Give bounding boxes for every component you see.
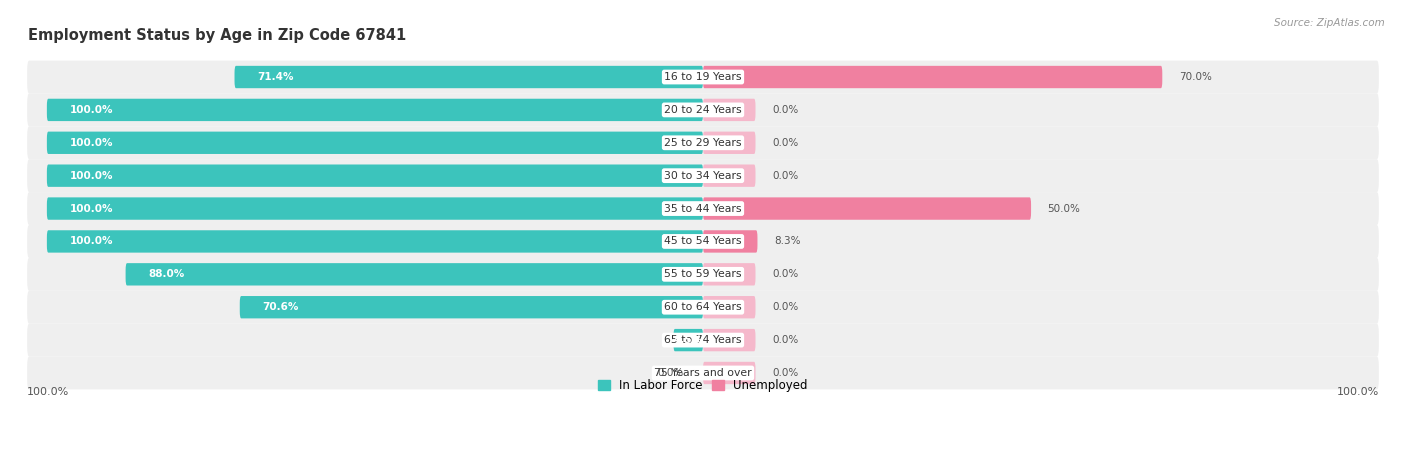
Text: 0.0%: 0.0% [772,368,799,378]
Text: 0.0%: 0.0% [772,270,799,279]
Text: 100.0%: 100.0% [70,203,114,214]
FancyBboxPatch shape [27,291,1379,324]
Legend: In Labor Force, Unemployed: In Labor Force, Unemployed [593,374,813,397]
FancyBboxPatch shape [240,296,703,319]
FancyBboxPatch shape [703,131,755,154]
FancyBboxPatch shape [125,263,703,285]
FancyBboxPatch shape [27,192,1379,225]
FancyBboxPatch shape [703,296,755,319]
FancyBboxPatch shape [27,159,1379,192]
Text: 60 to 64 Years: 60 to 64 Years [664,302,742,312]
FancyBboxPatch shape [703,165,755,187]
FancyBboxPatch shape [27,324,1379,356]
Text: 70.0%: 70.0% [1178,72,1212,82]
Text: 20 to 24 Years: 20 to 24 Years [664,105,742,115]
FancyBboxPatch shape [46,99,703,121]
Text: 4.5%: 4.5% [673,335,703,345]
FancyBboxPatch shape [27,94,1379,126]
FancyBboxPatch shape [46,131,703,154]
Text: 8.3%: 8.3% [773,236,800,247]
FancyBboxPatch shape [235,66,703,88]
Text: 0.0%: 0.0% [772,171,799,180]
Text: Source: ZipAtlas.com: Source: ZipAtlas.com [1274,18,1385,28]
Text: 0.0%: 0.0% [772,105,799,115]
FancyBboxPatch shape [27,61,1379,94]
FancyBboxPatch shape [46,230,703,252]
Text: 71.4%: 71.4% [257,72,294,82]
Text: 88.0%: 88.0% [149,270,184,279]
FancyBboxPatch shape [46,165,703,187]
Text: 30 to 34 Years: 30 to 34 Years [664,171,742,180]
FancyBboxPatch shape [27,126,1379,159]
FancyBboxPatch shape [703,362,755,384]
Text: 35 to 44 Years: 35 to 44 Years [664,203,742,214]
Text: 100.0%: 100.0% [27,387,69,396]
Text: 45 to 54 Years: 45 to 54 Years [664,236,742,247]
Text: 16 to 19 Years: 16 to 19 Years [664,72,742,82]
Text: 100.0%: 100.0% [70,236,114,247]
Text: 0.0%: 0.0% [772,302,799,312]
Text: 50.0%: 50.0% [1047,203,1080,214]
FancyBboxPatch shape [27,258,1379,291]
FancyBboxPatch shape [703,198,1031,220]
Text: 100.0%: 100.0% [70,171,114,180]
Text: 25 to 29 Years: 25 to 29 Years [664,138,742,148]
Text: Employment Status by Age in Zip Code 67841: Employment Status by Age in Zip Code 678… [28,28,406,43]
FancyBboxPatch shape [703,66,1163,88]
FancyBboxPatch shape [703,230,758,252]
FancyBboxPatch shape [673,329,703,351]
Text: 65 to 74 Years: 65 to 74 Years [664,335,742,345]
FancyBboxPatch shape [27,356,1379,389]
FancyBboxPatch shape [703,263,755,285]
Text: 100.0%: 100.0% [1337,387,1379,396]
FancyBboxPatch shape [27,225,1379,258]
Text: 100.0%: 100.0% [70,138,114,148]
FancyBboxPatch shape [703,99,755,121]
Text: 0.0%: 0.0% [772,138,799,148]
FancyBboxPatch shape [703,329,755,351]
FancyBboxPatch shape [46,198,703,220]
Text: 0.0%: 0.0% [772,335,799,345]
Text: 0.0%: 0.0% [657,368,683,378]
Text: 100.0%: 100.0% [70,105,114,115]
Text: 55 to 59 Years: 55 to 59 Years [664,270,742,279]
Text: 75 Years and over: 75 Years and over [654,368,752,378]
Text: 70.6%: 70.6% [263,302,299,312]
